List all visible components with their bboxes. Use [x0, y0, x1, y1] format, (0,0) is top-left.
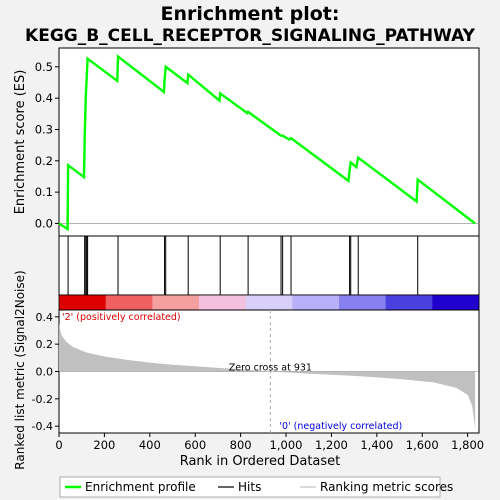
heatmap-segment: [199, 295, 247, 310]
x-tick-label: 0: [55, 438, 62, 452]
x-tick-label: 400: [139, 438, 161, 452]
es-y-tick-label: 0.1: [35, 185, 53, 199]
es-y-tick-label: 0.3: [35, 122, 53, 136]
heatmap-segment: [59, 295, 107, 310]
rank-y-tick-label: 0.0: [36, 366, 54, 379]
rank-axis-label: Ranked list metric (Signal2Noise): [13, 270, 27, 469]
zero-cross-annotation: Zero cross at 931: [229, 363, 312, 374]
rank-y-tick-label: 0.2: [36, 338, 54, 351]
rank-y-tick-label: 0.4: [36, 311, 54, 324]
heatmap-segment: [152, 295, 200, 310]
legend-label: Ranking metric scores: [320, 480, 453, 494]
es-y-tick-label: 0.2: [35, 154, 53, 168]
rank-y-tick-label: -0.2: [32, 393, 53, 406]
positive-correlation-label: '2' (positively correlated): [62, 312, 181, 323]
legend-label: Hits: [238, 480, 261, 494]
chart-subtitle: KEGG_B_CELL_RECEPTOR_SIGNALING_PATHWAY: [25, 26, 476, 46]
heatmap-segment: [292, 295, 340, 310]
heatmap-segment: [385, 295, 433, 310]
heatmap-segment: [105, 295, 153, 310]
ranking-metric-area: [59, 323, 476, 429]
x-tick-label: 1,200: [315, 438, 348, 452]
chart-title: Enrichment plot:: [161, 3, 340, 25]
x-tick-label: 200: [93, 438, 115, 452]
es-y-tick-label: 0.5: [35, 60, 53, 74]
legend-label: Enrichment profile: [85, 480, 196, 494]
legend-box: [59, 476, 441, 498]
heatmap-segment: [432, 295, 480, 310]
heatmap-segment: [339, 295, 387, 310]
es-y-tick-label: 0.0: [35, 216, 53, 230]
negative-correlation-label: '0' (negatively correlated): [279, 421, 402, 432]
rank-y-tick-label: -0.4: [32, 420, 53, 433]
x-axis-label: Rank in Ordered Dataset: [180, 454, 341, 469]
es-axis-label: Enrichment score (ES): [13, 70, 28, 215]
heatmap-segment: [245, 295, 293, 310]
x-tick-label: 1,800: [451, 438, 484, 452]
enrichment-profile-line: [58, 54, 476, 232]
x-tick-label: 1,000: [270, 438, 303, 452]
es-panel: [58, 47, 480, 237]
hits-panel: [58, 235, 480, 296]
x-tick-label: 600: [184, 438, 206, 452]
x-tick-label: 1,400: [360, 438, 393, 452]
es-y-tick-label: 0.4: [35, 91, 53, 105]
x-tick-label: 1,600: [406, 438, 439, 452]
x-tick-label: 800: [230, 438, 252, 452]
